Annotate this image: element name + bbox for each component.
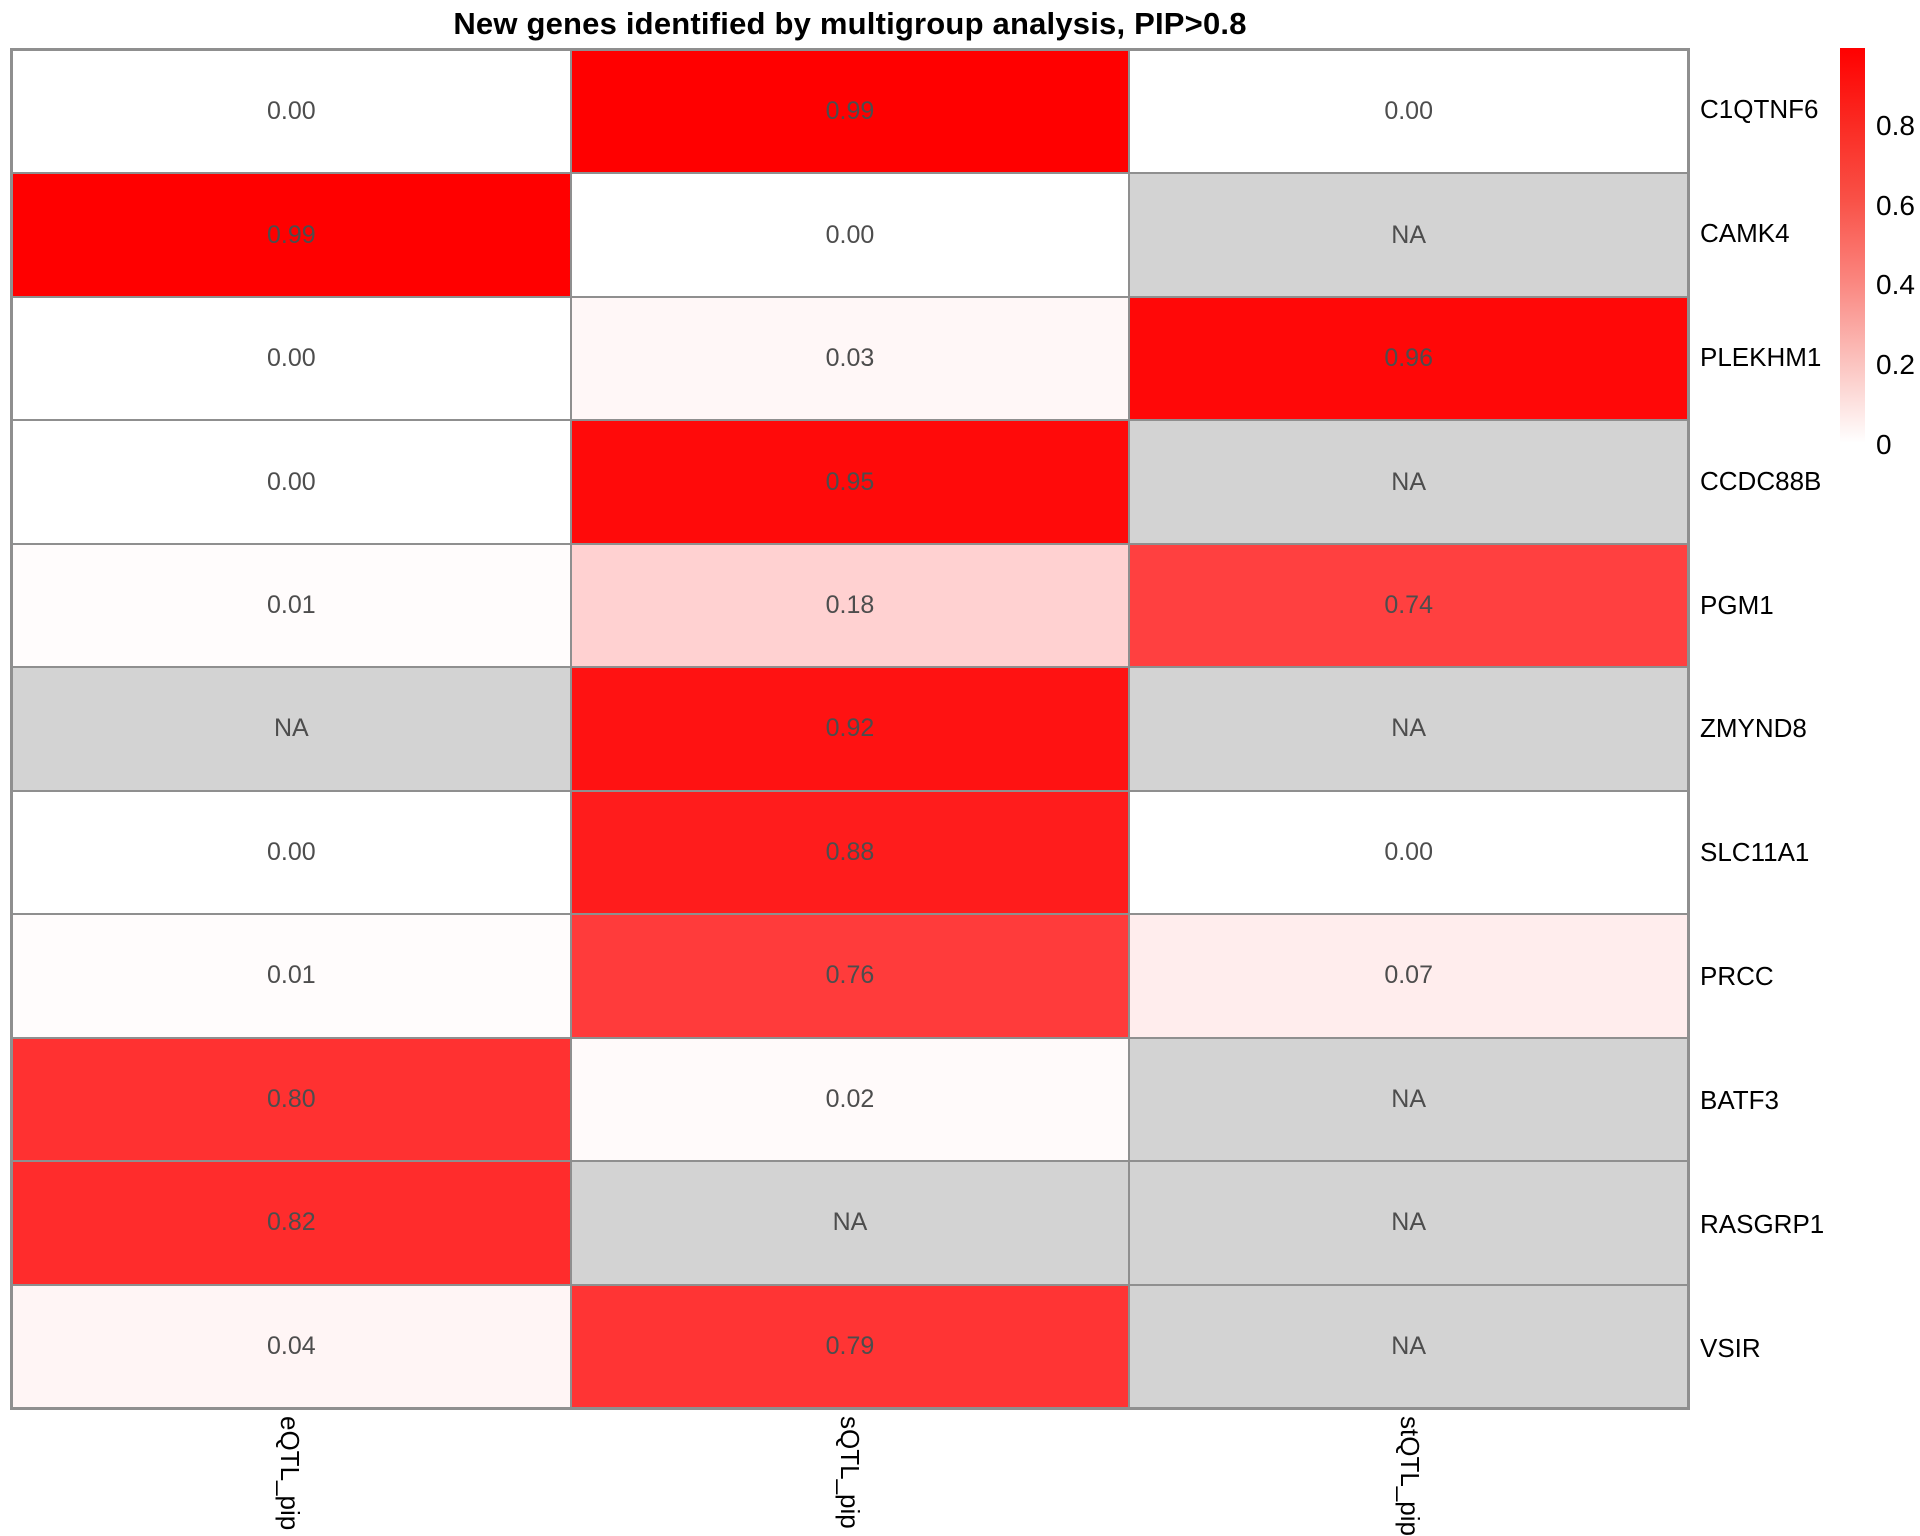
gene-label-C1QTNF6: C1QTNF6	[1700, 94, 1819, 125]
heatmap-cell-CCDC88B-eQTL_pip: 0.00	[12, 420, 571, 544]
cell-value-label: 0.80	[266, 1084, 316, 1113]
heatmap-cell-CCDC88B-sQTL_pip: 0.95	[570, 420, 1130, 544]
column-label-sQTL_pip: sQTL_pip	[835, 1416, 865, 1529]
heatmap-cell-ZMYND8-sQTL_pip: 0.92	[570, 667, 1130, 791]
heatmap-cell-RASGRP1-sQTL_pip: NA	[570, 1161, 1130, 1285]
cell-value-label: 0.07	[1384, 961, 1433, 990]
cell-value-label: NA	[1391, 1208, 1427, 1237]
cell-value-label: 0.04	[266, 1331, 316, 1360]
cell-value-label: 0.88	[825, 837, 875, 866]
heatmap-cell-PRCC-sQTL_pip: 0.76	[570, 914, 1130, 1038]
cell-value-label: 0.01	[266, 591, 316, 620]
heatmap-cell-CAMK4-eQTL_pip: 0.99	[12, 173, 571, 297]
cell-value-label: NA	[1391, 1084, 1427, 1113]
cell-value-label: NA	[832, 1208, 868, 1237]
cell-value-label: 0.79	[825, 1331, 875, 1360]
heatmap-cell-PGM1-sQTL_pip: 0.18	[570, 543, 1130, 668]
legend-tick-0: 0	[1876, 429, 1892, 460]
heatmap-cell-PGM1-eQTL_pip: 0.01	[12, 543, 571, 668]
heatmap-cell-CAMK4-sQTL_pip: 0.00	[570, 173, 1130, 297]
gene-label-CAMK4: CAMK4	[1700, 218, 1790, 249]
chart-title: New genes identified by multigroup analy…	[453, 6, 1247, 41]
heatmap-cell-CAMK4-stQTL_pip: NA	[1129, 173, 1688, 297]
cell-value-label: 0.82	[266, 1208, 316, 1237]
cell-value-label: 0.03	[825, 344, 875, 373]
cell-value-label: 0.00	[266, 467, 316, 496]
heatmap-cell-BATF3-eQTL_pip: 0.80	[12, 1037, 571, 1162]
gene-label-CCDC88B: CCDC88B	[1700, 465, 1822, 496]
heatmap-cell-PLEKHM1-eQTL_pip: 0.00	[12, 296, 571, 421]
cell-value-label: NA	[273, 714, 309, 743]
cell-value-label: 0.00	[825, 220, 875, 249]
cell-value-label: 0.00	[266, 837, 316, 866]
gene-label-PGM1: PGM1	[1700, 589, 1774, 620]
heatmap-cell-RASGRP1-eQTL_pip: 0.82	[12, 1161, 571, 1285]
cell-value-label: 0.99	[825, 97, 875, 126]
legend-colorbar	[1840, 48, 1865, 443]
cell-value-label: 0.00	[1384, 97, 1433, 126]
heatmap-cell-ZMYND8-eQTL_pip: NA	[12, 667, 571, 791]
heatmap-cell-RASGRP1-stQTL_pip: NA	[1129, 1161, 1688, 1285]
heatmap-cell-C1QTNF6-eQTL_pip: 0.00	[12, 50, 571, 174]
cell-value-label: 0.96	[1384, 344, 1433, 373]
gene-label-PRCC: PRCC	[1700, 961, 1774, 992]
gene-label-SLC11A1: SLC11A1	[1700, 837, 1810, 868]
heatmap-cell-PGM1-stQTL_pip: 0.74	[1129, 543, 1688, 668]
cell-value-label: 0.00	[266, 344, 316, 373]
cell-value-label: 0.18	[825, 591, 875, 620]
heatmap-grid: 0.00 0.99 0.00 0.99 0.00 NA 0.00 0.03 0.96 0.00 0.…	[10, 48, 1690, 1410]
cell-value-label: 0.00	[1384, 837, 1433, 866]
gene-label-BATF3: BATF3	[1700, 1084, 1779, 1115]
gene-label-ZMYND8: ZMYND8	[1700, 713, 1807, 744]
cell-value-label: 0.00	[266, 97, 316, 126]
gene-label-RASGRP1: RASGRP1	[1700, 1208, 1825, 1239]
heatmap-cell-BATF3-stQTL_pip: NA	[1129, 1037, 1688, 1162]
legend-tick-0.6: 0.6	[1876, 189, 1915, 221]
heatmap-cell-VSIR-eQTL_pip: 0.04	[12, 1284, 571, 1408]
cell-value-label: 0.92	[825, 714, 875, 743]
column-label-eQTL_pip: eQTL_pip	[275, 1416, 305, 1531]
cell-value-label: 0.01	[266, 961, 316, 990]
cell-value-label: NA	[1391, 467, 1427, 496]
gene-row-labels: C1QTNF6 CAMK4 PLEKHM1 CCDC88B PGM1 ZMYND8 SLC1…	[1700, 48, 1850, 1410]
cell-value-label: 0.02	[825, 1084, 875, 1113]
heatmap-cell-PRCC-eQTL_pip: 0.01	[12, 914, 571, 1038]
heatmap-cell-C1QTNF6-stQTL_pip: 0.00	[1129, 50, 1688, 174]
heatmap-cell-VSIR-sQTL_pip: 0.79	[570, 1284, 1130, 1408]
heatmap-cell-PLEKHM1-stQTL_pip: 0.96	[1129, 296, 1688, 421]
cell-value-label: 0.76	[825, 961, 875, 990]
heatmap-cell-SLC11A1-stQTL_pip: 0.00	[1129, 790, 1688, 915]
heatmap-cell-SLC11A1-sQTL_pip: 0.88	[570, 790, 1130, 915]
gene-label-VSIR: VSIR	[1700, 1332, 1761, 1363]
heatmap-cell-PRCC-stQTL_pip: 0.07	[1129, 914, 1688, 1038]
heatmap-cell-C1QTNF6-sQTL_pip: 0.99	[570, 50, 1130, 174]
cell-value-label: 0.95	[825, 467, 875, 496]
heatmap-cell-BATF3-sQTL_pip: 0.02	[570, 1037, 1130, 1162]
heatmap-cell-CCDC88B-stQTL_pip: NA	[1129, 420, 1688, 544]
cell-value-label: 0.99	[266, 220, 316, 249]
heatmap-cell-SLC11A1-eQTL_pip: 0.00	[12, 790, 571, 915]
heatmap-cell-ZMYND8-stQTL_pip: NA	[1129, 667, 1688, 791]
column-label-stQTL_pip: stQTL_pip	[1395, 1416, 1425, 1536]
color-legend: 0.8 0.6 0.4 0.2 0	[1840, 48, 1920, 468]
legend-tick-0.4: 0.4	[1876, 269, 1915, 301]
legend-tick-0.8: 0.8	[1876, 109, 1915, 141]
cell-value-label: NA	[1391, 714, 1427, 743]
cell-value-label: 0.74	[1384, 591, 1433, 620]
cell-value-label: NA	[1391, 1331, 1427, 1360]
heatmap-cell-PLEKHM1-sQTL_pip: 0.03	[570, 296, 1130, 421]
gene-label-PLEKHM1: PLEKHM1	[1700, 342, 1822, 373]
x-axis-column-labels: eQTL_pip sQTL_pip stQTL_pip	[0, 1416, 1700, 1536]
cell-value-label: NA	[1391, 220, 1427, 249]
heatmap-cell-VSIR-stQTL_pip: NA	[1129, 1284, 1688, 1408]
legend-tick-0.2: 0.2	[1876, 349, 1915, 381]
